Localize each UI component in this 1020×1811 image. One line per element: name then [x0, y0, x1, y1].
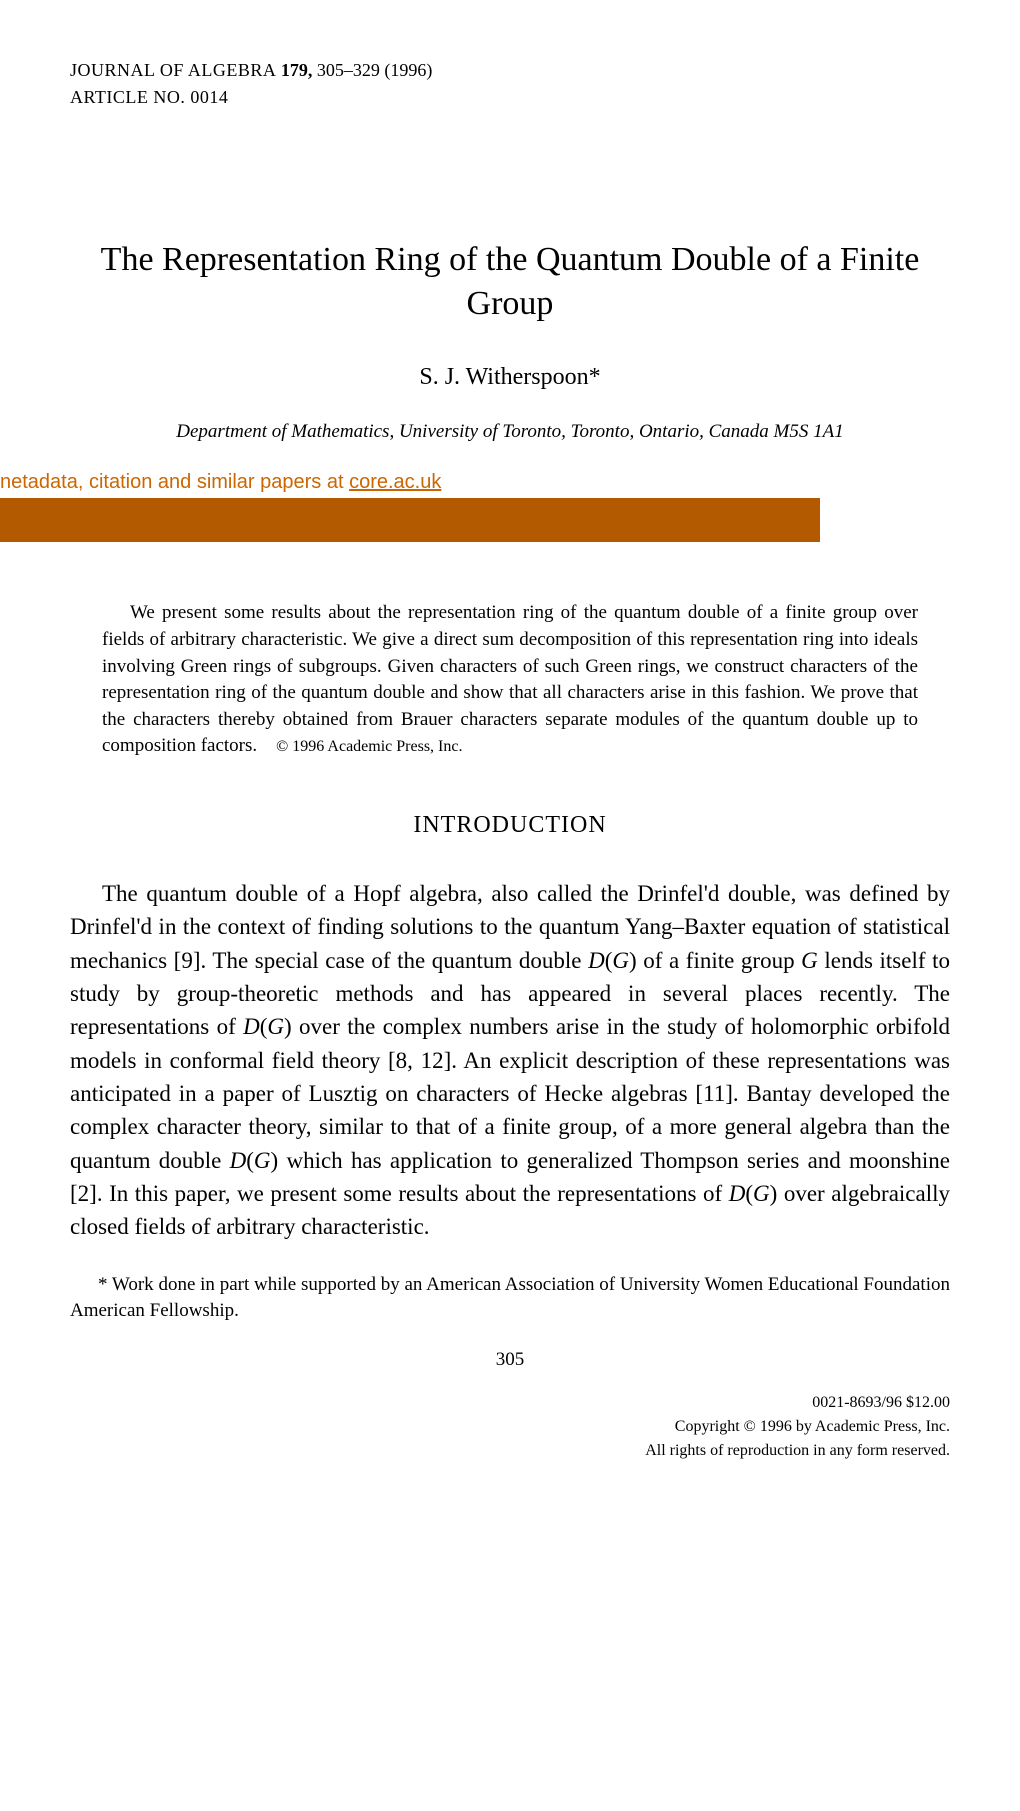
- journal-pages: 305–329 (1996): [317, 60, 433, 80]
- article-no-value: 0014: [190, 87, 228, 107]
- journal-name: JOURNAL OF ALGEBRA: [70, 60, 276, 80]
- orange-bar: [0, 498, 820, 542]
- section-heading-introduction: INTRODUCTION: [70, 812, 950, 839]
- article-no-label: ARTICLE NO.: [70, 87, 185, 107]
- abstract-copyright: © 1996 Academic Press, Inc.: [276, 738, 462, 755]
- page-number: 305: [70, 1349, 950, 1371]
- paper-title: The Representation Ring of the Quantum D…: [70, 238, 950, 326]
- author-footnote: * Work done in part while supported by a…: [70, 1272, 950, 1325]
- author-affiliation: Department of Mathematics, University of…: [70, 421, 950, 443]
- introduction-paragraph: The quantum double of a Hopf algebra, al…: [70, 877, 950, 1244]
- core-text: netadata, citation and similar papers at: [0, 471, 349, 493]
- article-number-line: ARTICLE NO. 0014: [70, 87, 950, 108]
- author-name: S. J. Witherspoon*: [70, 364, 950, 391]
- core-link[interactable]: core.ac.uk: [349, 471, 441, 493]
- footer-copyright: Copyright © 1996 by Academic Press, Inc.: [70, 1415, 950, 1439]
- footer-issn-price: 0021-8693/96 $12.00: [70, 1391, 950, 1415]
- journal-volume: 179,: [281, 60, 313, 80]
- core-banner: netadata, citation and similar papers at…: [0, 467, 820, 498]
- page-footer: 0021-8693/96 $12.00 Copyright © 1996 by …: [70, 1391, 950, 1463]
- abstract: We present some results about the repres…: [102, 600, 918, 760]
- journal-header: JOURNAL OF ALGEBRA 179, 305–329 (1996): [70, 60, 950, 81]
- footer-rights: All rights of reproduction in any form r…: [70, 1439, 950, 1463]
- abstract-text: We present some results about the repres…: [102, 602, 918, 756]
